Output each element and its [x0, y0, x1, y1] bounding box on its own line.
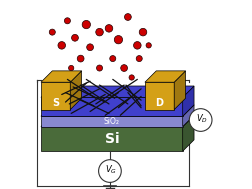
- Polygon shape: [41, 86, 194, 97]
- Polygon shape: [41, 97, 183, 116]
- Polygon shape: [174, 71, 185, 110]
- Text: S: S: [52, 98, 59, 108]
- Polygon shape: [183, 115, 194, 151]
- Polygon shape: [41, 82, 70, 110]
- Text: Si: Si: [105, 132, 119, 146]
- Circle shape: [58, 42, 66, 49]
- Circle shape: [136, 56, 142, 62]
- Circle shape: [77, 55, 84, 62]
- Circle shape: [82, 20, 90, 29]
- Circle shape: [114, 36, 122, 44]
- Polygon shape: [41, 127, 183, 151]
- Polygon shape: [41, 105, 194, 116]
- Polygon shape: [183, 86, 194, 116]
- Text: SiO₂: SiO₂: [104, 117, 120, 126]
- Circle shape: [139, 28, 147, 36]
- Circle shape: [64, 18, 70, 24]
- Text: D: D: [155, 98, 164, 108]
- Circle shape: [96, 28, 103, 36]
- Circle shape: [124, 14, 131, 20]
- Polygon shape: [145, 82, 174, 110]
- Circle shape: [87, 44, 93, 51]
- Text: $V_D$: $V_D$: [196, 113, 208, 125]
- Polygon shape: [41, 115, 194, 127]
- Circle shape: [110, 56, 116, 62]
- Polygon shape: [70, 71, 82, 110]
- Circle shape: [121, 65, 128, 71]
- Circle shape: [69, 65, 74, 71]
- Text: $V_G$: $V_G$: [105, 163, 117, 176]
- Circle shape: [97, 65, 103, 71]
- Polygon shape: [145, 71, 185, 82]
- Circle shape: [189, 109, 212, 131]
- Circle shape: [99, 160, 121, 182]
- Circle shape: [129, 75, 134, 80]
- Circle shape: [105, 25, 113, 32]
- Circle shape: [134, 42, 141, 49]
- Circle shape: [49, 29, 55, 35]
- Circle shape: [146, 43, 151, 48]
- Polygon shape: [41, 116, 183, 127]
- Circle shape: [72, 34, 78, 41]
- Polygon shape: [183, 105, 194, 127]
- Polygon shape: [41, 71, 82, 82]
